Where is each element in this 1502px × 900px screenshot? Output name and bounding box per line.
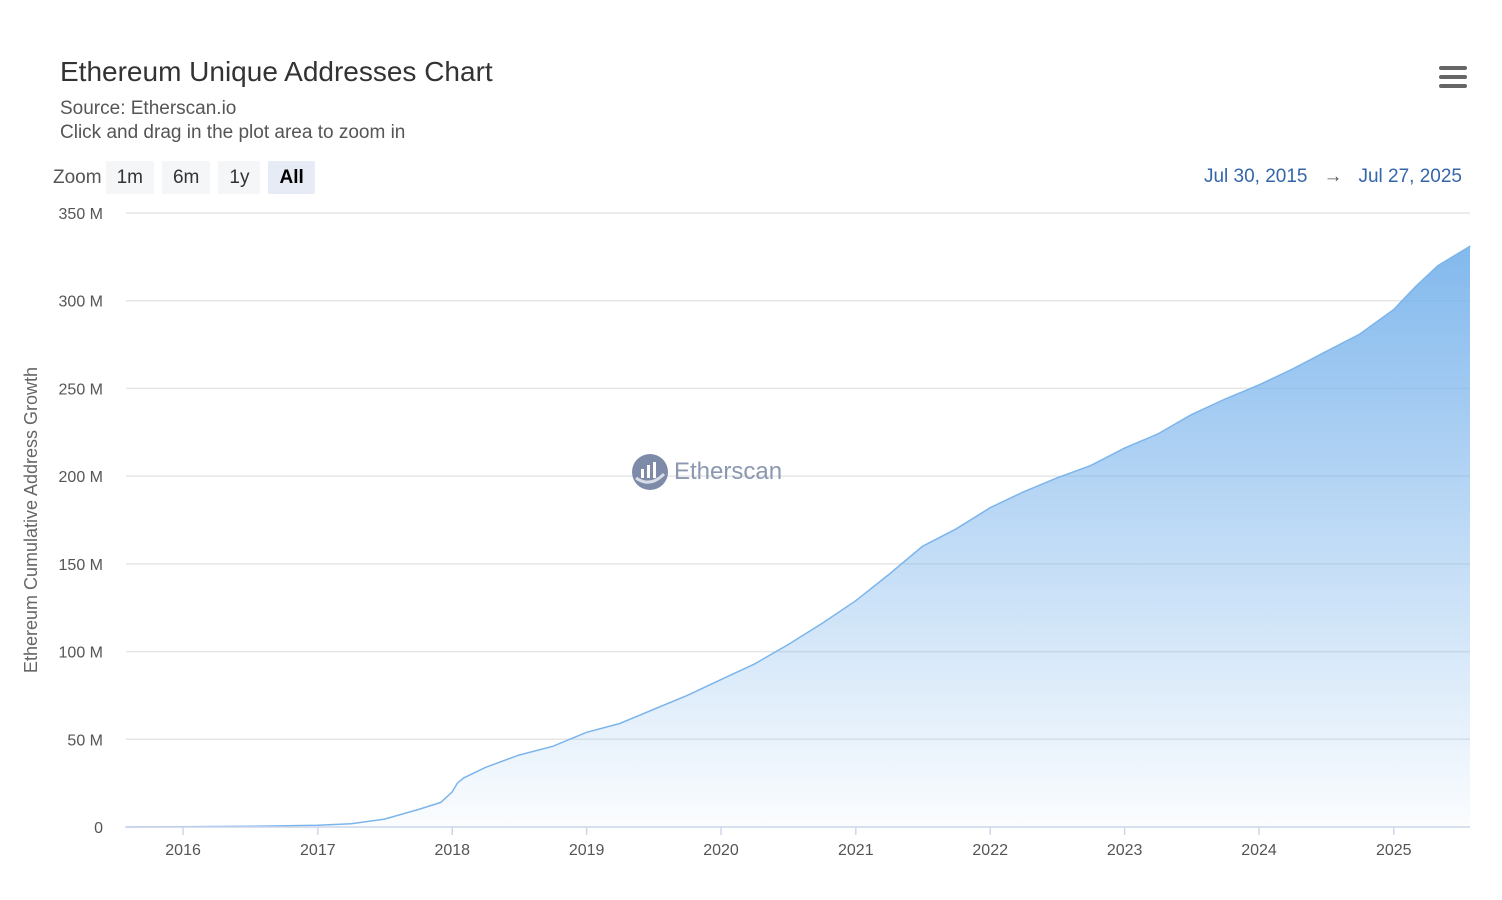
x-tick-label: 2023 — [1107, 842, 1143, 859]
data-point — [753, 663, 756, 665]
data-point — [1325, 350, 1327, 353]
data-point — [1437, 265, 1439, 267]
series-area-fill — [126, 246, 1470, 828]
data-point — [720, 679, 722, 681]
data-point — [1157, 433, 1159, 435]
data-point — [955, 528, 957, 530]
data-point — [440, 801, 442, 804]
data-point — [484, 766, 486, 768]
data-point — [1393, 308, 1395, 311]
data-point — [463, 777, 465, 779]
data-point — [1124, 447, 1126, 449]
y-tick-label: 300 M — [59, 294, 103, 311]
data-point — [921, 545, 924, 547]
source-text: Source: Etherscan.io — [60, 98, 237, 119]
zoom-all-button[interactable]: All — [268, 161, 315, 194]
x-tick-label: 2017 — [300, 842, 336, 859]
y-tick-label: 350 M — [59, 206, 103, 223]
date-range: Jul 30, 2015 → Jul 27, 2025 — [1204, 166, 1462, 188]
y-tick-label: 50 M — [67, 732, 103, 749]
etherscan-watermark: Etherscan — [632, 454, 782, 490]
data-point — [350, 823, 352, 825]
data-point — [1414, 286, 1417, 288]
data-point — [821, 622, 823, 625]
zoom-1y-button[interactable]: 1y — [218, 161, 261, 194]
data-point — [317, 824, 319, 826]
data-point — [417, 808, 419, 811]
zoom-hint-text: Click and drag in the plot area to zoom … — [60, 122, 406, 143]
etherscan-logo-icon — [632, 454, 668, 490]
data-point — [888, 573, 890, 575]
zoom-1m-button[interactable]: 1m — [105, 161, 154, 194]
x-tick-label: 2016 — [165, 842, 201, 859]
data-point — [383, 818, 386, 820]
data-point — [1469, 245, 1471, 247]
data-point — [518, 754, 520, 756]
range-end-date[interactable]: Jul 27, 2025 — [1358, 166, 1462, 187]
watermark-text: Etherscan — [674, 458, 783, 485]
x-tick-label: 2019 — [569, 842, 605, 859]
x-tick-label: 2020 — [703, 842, 739, 859]
x-tick-label: 2022 — [972, 842, 1008, 859]
chart-title: Ethereum Unique Addresses Chart — [60, 56, 493, 87]
data-point — [1224, 398, 1226, 400]
data-point — [652, 708, 654, 711]
data-point — [1022, 491, 1024, 493]
chart-subtitle: Source: Etherscan.io Click and drag in t… — [60, 97, 405, 145]
data-point — [1056, 477, 1058, 479]
data-point — [552, 745, 554, 747]
data-point — [1258, 384, 1260, 386]
zoom-label: Zoom — [53, 166, 102, 188]
data-point — [1190, 414, 1192, 416]
data-point — [456, 782, 458, 784]
data-point — [1291, 368, 1294, 370]
y-tick-label: 0 — [94, 820, 103, 837]
data-point — [1359, 333, 1361, 335]
data-point — [787, 643, 789, 646]
series-line — [125, 245, 1471, 828]
data-point — [989, 507, 991, 509]
y-axis-title: Ethereum Cumulative Address Growth — [21, 367, 41, 673]
x-tick-label: 2021 — [838, 842, 874, 859]
x-tick-label: 2024 — [1241, 842, 1277, 859]
y-tick-label: 150 M — [59, 557, 103, 574]
zoom-selector: Zoom 1m 6m 1y All — [53, 161, 323, 194]
data-point — [686, 694, 688, 697]
range-arrow-icon: → — [1323, 166, 1343, 187]
range-start-date[interactable]: Jul 30, 2015 — [1203, 166, 1308, 187]
data-point — [855, 600, 857, 602]
data-point — [586, 731, 588, 733]
data-point — [619, 722, 621, 725]
x-tick-label: 2018 — [434, 842, 470, 859]
hamburger-menu-icon[interactable] — [1436, 66, 1470, 94]
data-point — [1090, 465, 1092, 467]
zoom-6m-button[interactable]: 6m — [161, 161, 211, 194]
x-tick-label: 2025 — [1376, 842, 1412, 859]
y-tick-label: 200 M — [59, 469, 103, 486]
data-point — [451, 791, 453, 793]
y-tick-label: 100 M — [59, 645, 103, 662]
y-tick-label: 250 M — [59, 381, 103, 398]
